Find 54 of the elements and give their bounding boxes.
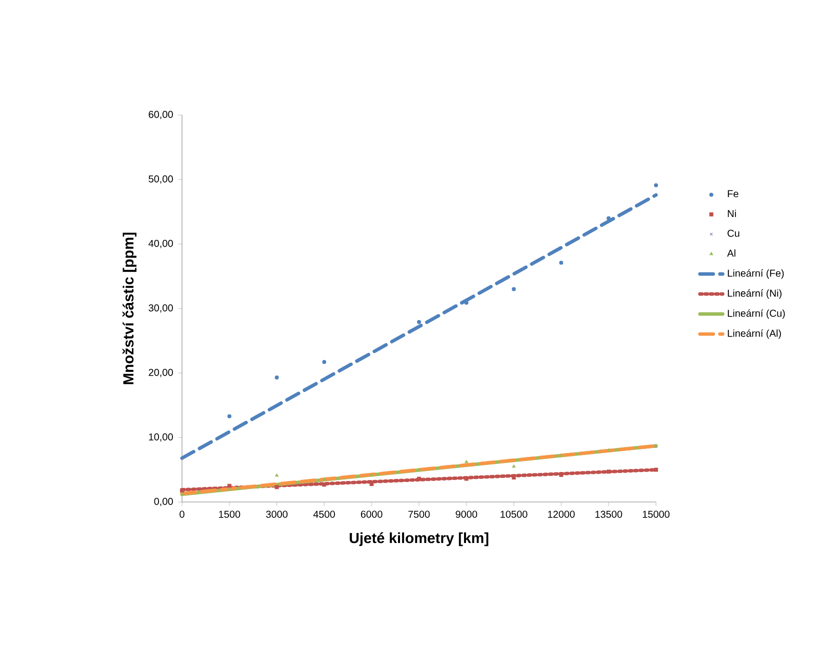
legend-label: Lineární (Fe): [728, 269, 784, 279]
point: [464, 300, 468, 305]
x-tick-label: 6000: [360, 510, 382, 518]
point: [464, 460, 468, 464]
legend-label: Al: [727, 249, 736, 257]
legend-label: Lineární (Ni): [728, 289, 782, 299]
x-tick-label: 12000: [548, 510, 575, 518]
point: [417, 476, 422, 481]
point: [228, 487, 232, 490]
point: [559, 260, 564, 265]
x-tick-label: 7500: [408, 510, 430, 518]
legend-label: Lineární (Al): [728, 329, 781, 339]
x-tick-label: 9000: [456, 510, 478, 518]
y-tick-label: 60,00: [148, 110, 173, 120]
x-tick-label: 1500: [219, 510, 240, 518]
y-tick-label: 10,00: [149, 433, 173, 442]
point: [227, 414, 232, 418]
y-axis-title: Množství částic [ppm]: [122, 232, 136, 384]
legend-label: Ni: [728, 210, 736, 218]
legend-label: Lineární (Cu): [728, 309, 785, 319]
point: [606, 216, 611, 220]
point: [654, 468, 658, 472]
point: [559, 454, 563, 457]
point: [606, 448, 610, 452]
point: [322, 482, 326, 487]
y-tick-label: 30,00: [148, 304, 173, 313]
x-tick-label: 13500: [595, 510, 622, 518]
point: [322, 360, 326, 364]
point: [275, 474, 279, 477]
x-axis-title: Ujeté kilometry [km]: [350, 532, 488, 546]
point: [274, 485, 279, 490]
y-tick-label: 50,00: [148, 175, 173, 184]
point: [654, 183, 658, 188]
point: [370, 472, 374, 476]
point: [274, 376, 279, 380]
point: [180, 488, 184, 492]
legend-label: Fe: [728, 190, 738, 198]
legend-label: Cu: [728, 230, 740, 237]
x-tick-label: 10500: [500, 510, 528, 518]
point: [512, 464, 516, 468]
point: [464, 476, 468, 481]
x-tick-label: 15000: [642, 510, 670, 518]
point: [227, 484, 232, 488]
y-tick-label: 20,00: [148, 368, 173, 378]
y-tick-label: 40,00: [148, 240, 173, 248]
point: [417, 320, 422, 324]
x-tick-label: 0: [180, 510, 184, 518]
y-tick-label: 0,00: [154, 498, 173, 506]
point: [322, 477, 326, 481]
point: [512, 287, 516, 292]
x-tick-label: 3000: [266, 510, 288, 518]
point: [180, 492, 184, 496]
point: [606, 470, 611, 474]
x-tick-label: 4500: [313, 510, 335, 518]
